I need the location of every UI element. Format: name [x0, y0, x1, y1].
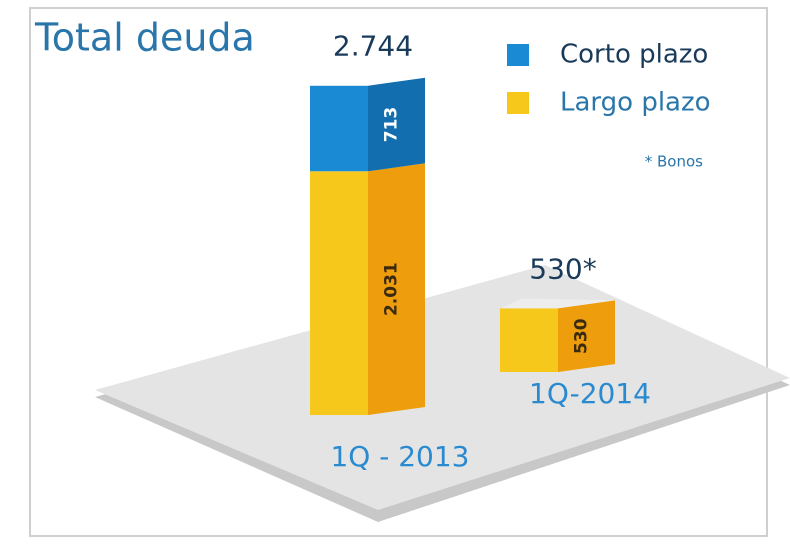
platform: [95, 265, 790, 510]
total-label: 2.744: [333, 30, 413, 63]
bar-face: [368, 163, 425, 415]
value-label: 2.031: [382, 262, 402, 316]
total-label: 530*: [529, 252, 596, 285]
legend-label: Largo plazo: [560, 88, 711, 118]
bar-face: [500, 298, 615, 309]
chart-title: Total deuda: [34, 16, 255, 60]
bar: [310, 75, 425, 172]
legend-swatch: [507, 92, 529, 114]
bar: [500, 298, 615, 372]
bar-face: [500, 308, 558, 372]
category-label: 1Q-2014: [529, 377, 651, 410]
bar-face: [310, 75, 425, 86]
bar-face: [558, 300, 615, 372]
legend-swatch: [507, 44, 529, 66]
legend-label: Corto plazo: [560, 40, 708, 70]
bar-face: [310, 171, 368, 415]
category-label: 1Q - 2013: [330, 440, 469, 473]
bar: [310, 161, 425, 415]
value-label: 530: [572, 318, 592, 354]
annotation: * Bonos: [645, 153, 703, 171]
bar-face: [310, 85, 368, 172]
bar-face: [368, 77, 425, 172]
value-label: 713: [382, 107, 402, 143]
bar-face: [368, 77, 425, 172]
